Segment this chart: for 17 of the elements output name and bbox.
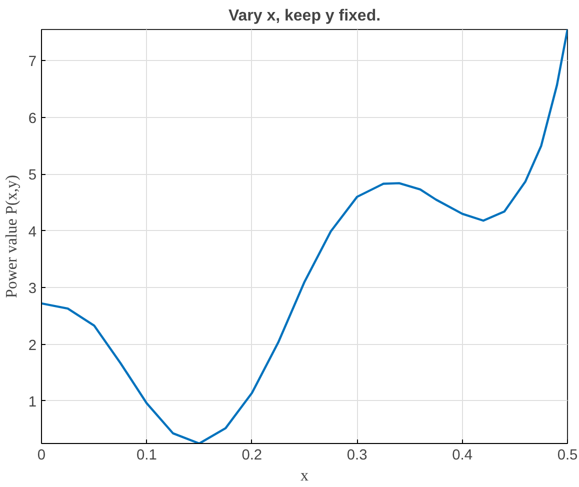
x-tick-label: 0.5 [557, 448, 578, 464]
chart-title: Vary x, keep y fixed. [228, 8, 381, 24]
y-tick-label: 7 [28, 54, 37, 70]
y-tick-label: 3 [28, 281, 37, 298]
y-tick-label: 5 [28, 168, 37, 184]
x-tick-label: 0 [37, 448, 46, 464]
y-tick-label: 1 [28, 394, 37, 410]
x-tick-label: 0.1 [136, 448, 157, 464]
x-axis-title: x [300, 468, 308, 484]
line-series [42, 30, 568, 444]
y-tick-label: 2 [28, 338, 37, 354]
x-tick-label: 0.4 [452, 448, 472, 464]
x-tick-label: 0.2 [242, 448, 262, 464]
y-tick-label: 6 [28, 110, 37, 127]
y-axis-title: Power value P(x,y) [3, 174, 20, 298]
x-tick-label: 0.3 [346, 448, 368, 464]
y-tick-label: 4 [28, 224, 37, 240]
